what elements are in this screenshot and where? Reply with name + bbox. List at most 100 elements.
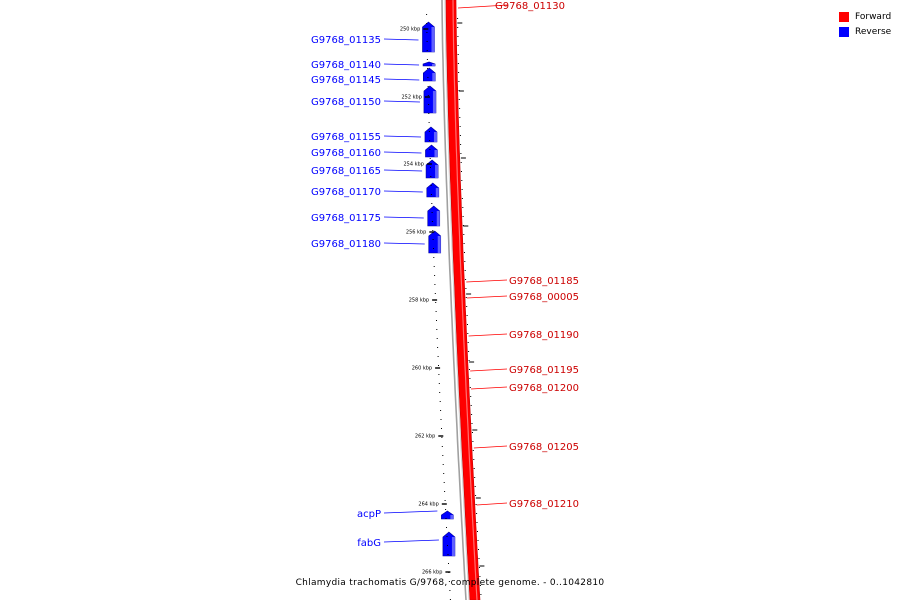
gene-label-g9768_01160[interactable]: G9768_01160 xyxy=(311,148,381,159)
minor-tick xyxy=(465,279,467,280)
leader-line xyxy=(383,169,423,172)
gene-shade xyxy=(450,515,454,519)
minor-tick xyxy=(474,477,476,478)
minor-tick xyxy=(433,257,435,258)
leader-line xyxy=(383,539,439,543)
minor-tick xyxy=(448,581,450,582)
minor-tick xyxy=(469,378,471,379)
gene-label-g9768_01190[interactable]: G9768_01190 xyxy=(509,330,579,341)
minor-tick xyxy=(460,153,462,154)
minor-tick xyxy=(457,18,459,19)
genome-backbone xyxy=(441,0,470,600)
gene-shade xyxy=(432,64,436,66)
minor-tick xyxy=(465,297,467,298)
minor-tick xyxy=(463,243,465,244)
minor-tick xyxy=(439,401,441,402)
gene-shade xyxy=(451,537,455,556)
tick-label: 260 kbp xyxy=(412,366,432,372)
gene-label-g9768_01165[interactable]: G9768_01165 xyxy=(311,166,381,177)
minor-tick xyxy=(462,216,464,217)
leader-line xyxy=(383,78,420,81)
gene-label-fabg[interactable]: fabG xyxy=(357,538,381,549)
minor-tick xyxy=(429,149,431,150)
tick-label: 264 kbp xyxy=(418,502,438,508)
gene-shade xyxy=(435,165,439,178)
minor-tick xyxy=(459,126,461,127)
minor-tick xyxy=(441,446,443,447)
minor-tick xyxy=(427,95,429,96)
minor-tick xyxy=(435,302,437,303)
minor-tick xyxy=(431,203,433,204)
gene-label-g9768_01135[interactable]: G9768_01135 xyxy=(311,35,381,46)
tick-label: 256 kbp xyxy=(406,230,426,236)
minor-tick xyxy=(465,288,467,289)
minor-tick xyxy=(442,464,444,465)
minor-tick xyxy=(447,554,449,555)
genome-caption: Chlamydia trachomatis G/9768, complete g… xyxy=(295,578,605,588)
gene-label-acpp[interactable]: acpP xyxy=(357,509,381,520)
gene-label-g9768_01170[interactable]: G9768_01170 xyxy=(311,187,381,198)
minor-tick xyxy=(446,536,448,537)
gene-label-g9768_01210[interactable]: G9768_01210 xyxy=(509,499,579,510)
minor-tick xyxy=(479,585,481,586)
minor-tick xyxy=(428,131,430,132)
leader-line xyxy=(458,4,508,9)
gene-labels: G9768_01135 G9768_01140 G9768_01145 G9768_0… xyxy=(311,1,579,549)
minor-tick xyxy=(431,221,433,222)
minor-tick xyxy=(458,72,460,73)
gene-label-g9768_01180[interactable]: G9768_01180 xyxy=(311,239,381,250)
minor-tick xyxy=(430,185,432,186)
gene-shade xyxy=(437,236,441,253)
backbone-line xyxy=(441,0,467,600)
minor-tick xyxy=(446,527,447,528)
forward-strand-gene[interactable] xyxy=(445,0,481,600)
minor-tick xyxy=(476,522,478,523)
minor-tick xyxy=(440,419,442,420)
legend-label-forward: Forward xyxy=(855,11,892,22)
leader-line xyxy=(383,510,438,514)
minor-tick xyxy=(439,392,441,393)
gene-label-g9768_01185[interactable]: G9768_01185 xyxy=(509,276,579,287)
minor-tick xyxy=(467,342,469,343)
minor-tick xyxy=(478,558,480,559)
minor-tick xyxy=(431,212,433,213)
legend-label-reverse: Reverse xyxy=(855,26,892,37)
gene-label-g9768_01145[interactable]: G9768_01145 xyxy=(311,75,381,86)
gene-label-g9768_01200[interactable]: G9768_01200 xyxy=(509,383,579,394)
minor-tick xyxy=(474,486,476,487)
tick-label: 250 kbp xyxy=(400,27,420,33)
minor-tick xyxy=(459,108,461,109)
gene-label-g9768_01140[interactable]: G9768_01140 xyxy=(311,60,381,71)
minor-tick xyxy=(445,509,447,510)
leader-line xyxy=(383,242,425,245)
gene-shade xyxy=(432,91,436,113)
minor-tick xyxy=(437,356,439,357)
minor-tick xyxy=(430,176,432,177)
gene-label-g9768_01130[interactable]: G9768_01130 xyxy=(495,1,565,12)
tick-label: 254 kbp xyxy=(404,162,424,168)
minor-tick xyxy=(442,455,444,456)
gene-label-g9768_01150[interactable]: G9768_01150 xyxy=(311,97,381,108)
minor-tick xyxy=(480,594,482,595)
gene-label-g9768_01205[interactable]: G9768_01205 xyxy=(509,442,579,453)
minor-tick xyxy=(444,500,446,501)
gene-label-g9768_01175[interactable]: G9768_01175 xyxy=(311,213,381,224)
minor-tick xyxy=(428,104,430,105)
minor-tick xyxy=(477,531,478,532)
minor-tick xyxy=(460,162,462,163)
gene-label-g9768_01155[interactable]: G9768_01155 xyxy=(311,132,381,143)
forward-gene-band[interactable] xyxy=(445,0,481,600)
minor-tick xyxy=(478,549,479,550)
minor-tick xyxy=(464,252,465,253)
leader-line xyxy=(383,38,419,41)
minor-tick xyxy=(443,482,445,483)
minor-tick xyxy=(469,369,470,370)
minor-tick xyxy=(443,473,445,474)
gene-shade xyxy=(435,188,439,197)
minor-tick xyxy=(435,311,437,312)
minor-tick xyxy=(466,315,468,316)
gene-label-g9768_00005[interactable]: G9768_00005 xyxy=(509,292,579,303)
minor-tick xyxy=(458,99,460,100)
minor-tick xyxy=(459,135,461,136)
gene-label-g9768_01195[interactable]: G9768_01195 xyxy=(509,365,579,376)
